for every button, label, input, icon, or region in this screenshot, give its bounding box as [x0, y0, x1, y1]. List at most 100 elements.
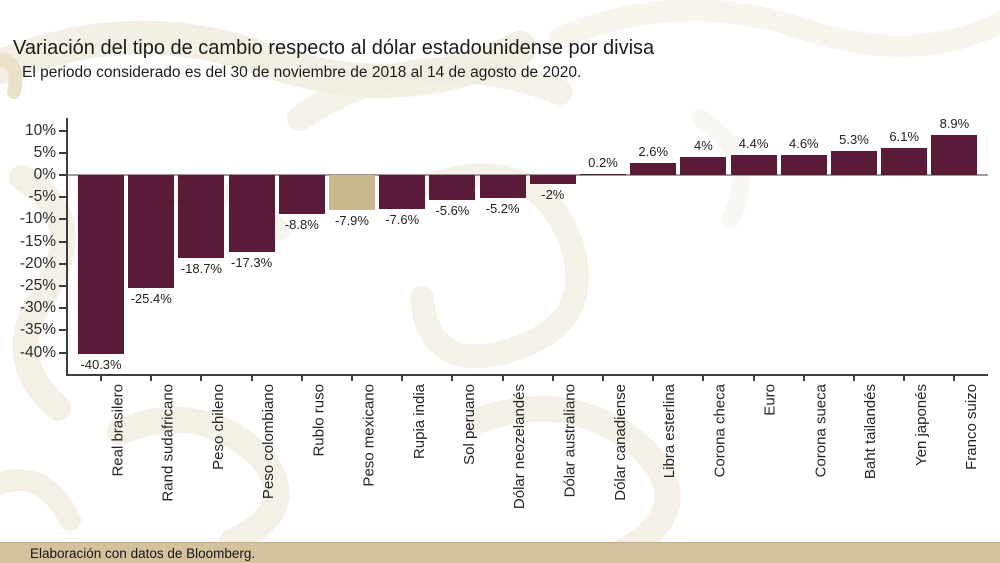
- x-tick-mark: [752, 376, 755, 381]
- x-tick-mark: [652, 376, 655, 381]
- bar-value-label: 2.6%: [638, 144, 669, 160]
- bar: [479, 175, 526, 199]
- page-title: Variación del tipo de cambio respecto al…: [13, 37, 655, 59]
- bar-value-label: 6.1%: [889, 128, 920, 144]
- bar: [329, 175, 375, 211]
- y-axis: [66, 118, 68, 376]
- bar: [128, 175, 175, 288]
- bar-value-label: 4%: [693, 138, 713, 154]
- x-category-label: Corona sueca: [812, 384, 830, 478]
- bar-value-label: -5.2%: [485, 201, 520, 217]
- x-category-label: Real brasilero: [109, 384, 127, 477]
- x-tick-mark: [501, 376, 504, 381]
- x-category-label: Peso mexicano: [360, 384, 378, 487]
- x-category-label: Dólar neozelandés: [511, 384, 529, 510]
- y-tick-label: -25%: [19, 277, 56, 294]
- bar-value-label: 0.2%: [588, 155, 618, 170]
- footer-bar: Elaboración con datos de Bloomberg.: [0, 542, 1000, 563]
- bar-value-label: -18.7%: [180, 261, 222, 277]
- x-tick-mark: [351, 376, 353, 381]
- x-category-label: Baht tailandés: [862, 384, 880, 480]
- bar: [580, 174, 626, 175]
- x-tick-mark: [802, 376, 805, 381]
- x-category-label: Yen japonés: [912, 384, 930, 467]
- y-tick-label: 0%: [33, 166, 56, 183]
- x-tick-mark: [551, 376, 554, 381]
- bar: [278, 175, 325, 215]
- x-tick-mark: [200, 376, 203, 381]
- bar-value-label: -2%: [541, 186, 565, 202]
- bar: [730, 155, 777, 175]
- x-tick-mark: [100, 376, 102, 381]
- y-tick-label: -35%: [19, 321, 56, 339]
- bar-value-label: 8.9%: [939, 116, 970, 132]
- bar: [881, 147, 928, 175]
- y-tick-mark: [59, 174, 66, 176]
- bar: [831, 151, 877, 175]
- x-tick-mark: [903, 376, 906, 381]
- bar: [78, 175, 124, 354]
- x-category-label: Rupia india: [410, 384, 428, 460]
- bar-value-label: -17.3%: [230, 254, 273, 270]
- y-tick-label: -40%: [19, 343, 56, 361]
- y-tick-mark: [59, 285, 66, 287]
- y-tick-label: -30%: [19, 299, 56, 317]
- x-category-label: Sol peruano: [460, 384, 478, 465]
- x-category-label: Rublo ruso: [310, 384, 328, 457]
- y-tick-mark: [59, 129, 66, 132]
- bar: [931, 135, 978, 175]
- bar: [228, 175, 275, 252]
- x-tick-mark: [853, 376, 855, 381]
- bar: [630, 163, 677, 175]
- x-category-label: Peso colombiano: [260, 384, 278, 500]
- bar: [780, 154, 827, 175]
- y-tick-label: -5%: [28, 188, 56, 206]
- x-category-label: Euro: [762, 384, 780, 416]
- x-tick-mark: [702, 376, 705, 381]
- bar-value-label: 5.3%: [839, 132, 869, 148]
- bar: [379, 175, 426, 209]
- y-tick-mark: [59, 262, 66, 265]
- x-category-label: Corona checa: [711, 384, 729, 478]
- y-tick-mark: [59, 307, 66, 310]
- x-category-label: Dólar australiano: [561, 384, 579, 498]
- x-tick-mark: [250, 376, 253, 381]
- x-category-label: Franco suizo: [962, 384, 980, 470]
- y-tick-mark: [59, 218, 66, 221]
- bar-value-label: -40.3%: [80, 356, 122, 372]
- x-category-label: Peso chileno: [209, 384, 227, 470]
- y-tick-mark: [59, 329, 66, 332]
- x-category-label: Libra esterlina: [661, 384, 679, 479]
- x-tick-mark: [451, 376, 454, 381]
- x-category-label: Dólar canadiense: [611, 384, 629, 501]
- bar-value-label: -7.9%: [335, 213, 369, 229]
- bar: [529, 175, 576, 184]
- y-tick-label: 5%: [33, 143, 56, 161]
- zero-gridline: [68, 174, 988, 176]
- x-tick-mark: [401, 376, 404, 381]
- x-tick-mark: [300, 376, 303, 381]
- x-tick-mark: [150, 376, 153, 381]
- bar-value-label: -8.8%: [284, 217, 319, 233]
- y-tick-mark: [59, 240, 66, 243]
- x-axis: [66, 374, 988, 376]
- bar-value-label: 4.4%: [738, 136, 769, 152]
- y-tick-label: -15%: [19, 232, 56, 250]
- y-tick-label: -20%: [19, 254, 56, 272]
- y-tick-mark: [59, 196, 66, 199]
- x-tick-mark: [953, 376, 956, 381]
- x-category-label: Rand sudafricano: [159, 384, 177, 502]
- y-tick-label: 10%: [24, 121, 56, 139]
- bar: [429, 175, 476, 200]
- y-tick-mark: [59, 151, 66, 154]
- x-tick-mark: [602, 376, 604, 381]
- bar: [178, 175, 225, 259]
- bar: [680, 157, 727, 175]
- bar-value-label: -7.6%: [385, 211, 420, 227]
- y-tick-mark: [59, 351, 66, 354]
- page-subtitle: El periodo considerado es del 30 de novi…: [22, 64, 582, 81]
- y-tick-label: -10%: [19, 210, 56, 228]
- bar-value-label: 4.6%: [788, 135, 819, 151]
